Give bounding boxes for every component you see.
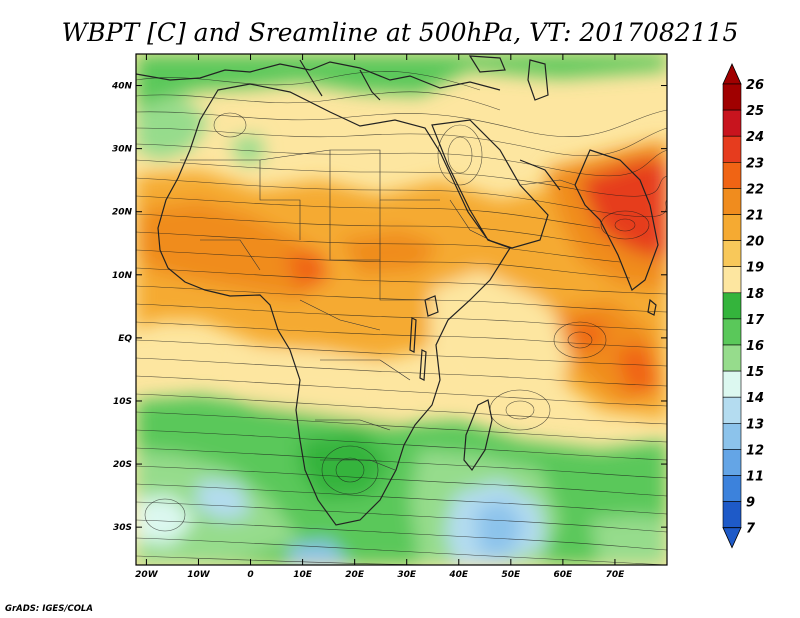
x-tick-label: 70E [606,570,626,580]
country-borders [180,149,576,471]
colorbar-segment [722,266,742,294]
colorbar-bottom-arrow [722,527,742,549]
colorbar: 26 25 24 23 22 21 20 19 18 17 16 15 14 13 12 11 9 7 [722,63,765,549]
colorbar-label: 12 [746,443,764,458]
y-tick-label: 10S [113,397,132,407]
colorbar-segment [722,396,742,424]
colorbar-segment [722,135,742,163]
y-tick-label: 20S [113,460,132,470]
y-tick-label: 20N [112,208,133,218]
grads-credit: GrADS: IGES/COLA [5,604,93,614]
x-tick-label: 50E [501,570,521,580]
colorbar-top-arrow [722,63,742,85]
x-tick-label: 0 [247,570,253,580]
colorbar-label: 13 [746,417,764,432]
x-tick-label: 60E [554,570,574,580]
y-tick-label: 30S [113,523,132,533]
colorbar-label: 9 [746,496,755,511]
colorbar-segment [722,188,742,215]
colorbar-label: 16 [746,339,764,354]
x-tick-label: 10W [187,570,211,580]
colorbar-segment [722,422,742,450]
colorbar-label: 14 [746,391,764,406]
colorbar-segment [722,83,742,111]
colorbar-segment [722,501,742,529]
y-tick-label: EQ [118,334,132,344]
colorbar-label: 18 [746,287,764,302]
y-tick-label: 10N [112,271,133,281]
colorbar-label: 11 [746,470,764,485]
colorbar-segment [722,475,742,502]
colorbar-segment [722,370,742,398]
colorbar-segment [722,162,742,189]
x-axis-ticks: 20W 10W 0 10E 20E 30E 40E 50E 60E 70E [135,54,625,580]
colorbar-segment [722,449,742,476]
y-axis-ticks: 40N 30N 20N 10N EQ 10S 20S 30S [111,82,667,533]
x-tick-label: 10E [293,570,313,580]
colorbar-label: 20 [746,235,764,250]
colorbar-segment [722,214,742,241]
x-tick-label: 20W [135,570,159,580]
map-title: WBPT [C] and Sreamline at 500hPa, VT: 20… [62,18,739,47]
y-tick-label: 30N [112,145,133,155]
colorbar-label: 22 [746,182,764,197]
colorbar-segment [722,318,742,346]
y-tick-label: 40N [111,82,133,92]
map-area [136,54,667,565]
colorbar-label: 21 [746,209,764,224]
colorbar-label: 26 [746,78,764,93]
colorbar-label: 23 [746,156,764,171]
map-frame [135,53,668,566]
colorbar-label: 25 [746,104,764,119]
coastlines [136,55,659,526]
colorbar-label: 17 [746,313,765,328]
colorbar-label: 15 [746,365,764,380]
colorbar-label: 7 [746,522,756,537]
colorbar-segment [722,240,742,268]
colorbar-label: 24 [746,130,764,145]
colorbar-segment [722,292,742,320]
colorbar-segment [722,344,742,372]
x-tick-label: 30E [397,570,417,580]
colorbar-label: 19 [746,261,764,276]
colorbar-segment [722,109,742,137]
x-tick-label: 20E [345,570,365,580]
x-tick-label: 40E [448,570,469,580]
wbpt-shading [136,54,667,565]
